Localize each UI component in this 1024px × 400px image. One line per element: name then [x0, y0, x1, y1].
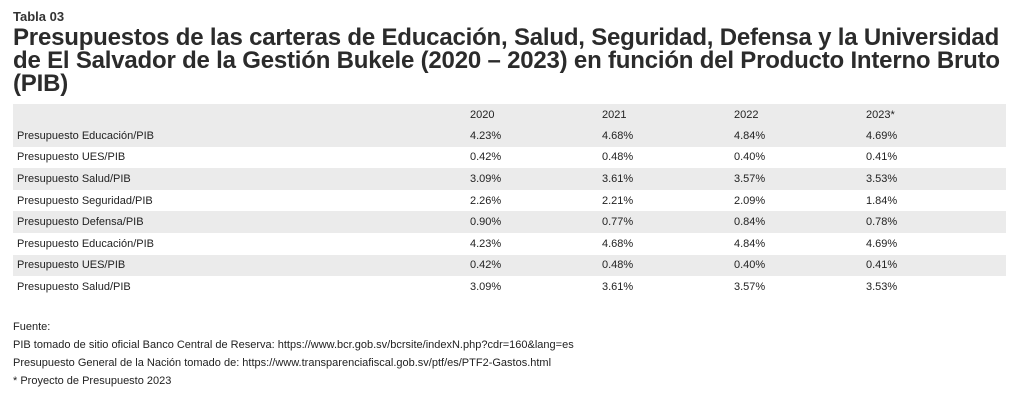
cell-value: 4.69% [862, 125, 1006, 147]
row-label: Presupuesto UES/PIB [13, 254, 466, 277]
header-row: 2020 2021 2022 2023* [13, 104, 1006, 125]
header-cell [13, 104, 466, 125]
footnote: * Proyecto de Presupuesto 2023 [13, 374, 172, 387]
header-cell: 2022 [730, 104, 862, 125]
cell-value: 4.84% [734, 237, 766, 250]
cell-value: 3.57% [734, 280, 766, 293]
table-title: Presupuestos de las carteras de Educació… [13, 24, 1000, 97]
source-notes: Fuente: PIB tomado de sitio oficial Banc… [13, 318, 1006, 390]
cell-value: 4.69% [866, 237, 898, 250]
row-label: Presupuesto UES/PIB [17, 151, 126, 164]
table-row: Presupuesto Salud/PIB 3.09% 3.61% 3.57% … [13, 168, 1006, 190]
cell-value: 2.26% [470, 194, 502, 207]
cell-value: 3.53% [862, 168, 1006, 190]
source-note: PIB tomado de sitio oficial Banco Centra… [13, 338, 574, 351]
cell-value: 0.78% [862, 211, 1006, 233]
cell-value: 0.42% [470, 151, 502, 164]
cell-value: 3.57% [730, 168, 862, 190]
cell-value: 4.68% [598, 125, 730, 147]
cell-value: 0.48% [602, 151, 634, 164]
cell-value: 4.84% [730, 125, 862, 147]
header-cell: 2023* [862, 104, 1006, 125]
cell-value: 3.61% [602, 280, 634, 293]
document: Tabla 03 Presupuestos de las carteras de… [13, 9, 1006, 390]
cell-value: 3.53% [866, 280, 898, 293]
cell-value: 3.09% [466, 168, 598, 190]
source-heading: Fuente: [13, 320, 51, 333]
row-label: Presupuesto Educación/PIB [13, 125, 466, 147]
cell-value: 4.23% [466, 125, 598, 147]
table-row: Presupuesto Defensa/PIB 0.90% 0.77% 0.84… [13, 211, 1006, 233]
table-row: Presupuesto UES/PIB 0.42% 0.48% 0.40% 0.… [13, 254, 1006, 277]
cell-value: 4.23% [470, 237, 502, 250]
cell-value: 0.40% [730, 254, 862, 277]
cell-value: 0.42% [466, 254, 598, 277]
cell-value: 2.09% [734, 194, 766, 207]
cell-value: 1.84% [866, 194, 898, 207]
table-row: Presupuesto Seguridad/PIB 2.26% 2.21% 2.… [13, 190, 1006, 212]
header-cell: 2021 [598, 104, 730, 125]
cell-value: 3.09% [470, 280, 502, 293]
cell-value: 0.90% [466, 211, 598, 233]
cell-value: 4.68% [602, 237, 634, 250]
cell-value: 0.41% [862, 254, 1006, 277]
row-label: Presupuesto Salud/PIB [13, 168, 466, 190]
header-cell: 2020 [466, 104, 598, 125]
table-row: Presupuesto Educación/PIB 4.23% 4.68% 4.… [13, 233, 1006, 255]
budget-table: 2020 2021 2022 2023* Presupuesto Educaci… [13, 104, 1006, 298]
source-note: Presupuesto General de la Nación tomado … [13, 356, 552, 369]
cell-value: 0.48% [598, 254, 730, 277]
row-label: Presupuesto Defensa/PIB [13, 211, 466, 233]
row-label: Presupuesto Salud/PIB [17, 280, 131, 293]
cell-value: 0.41% [866, 151, 898, 164]
cell-value: 2.21% [602, 194, 634, 207]
row-label: Presupuesto Educación/PIB [17, 237, 154, 250]
cell-value: 3.61% [598, 168, 730, 190]
table-row: Presupuesto UES/PIB 0.42% 0.48% 0.40% 0.… [13, 147, 1006, 169]
cell-value: 0.40% [734, 151, 766, 164]
cell-value: 0.77% [598, 211, 730, 233]
cell-value: 0.84% [730, 211, 862, 233]
table-row: Presupuesto Educación/PIB 4.23% 4.68% 4.… [13, 125, 1006, 147]
row-label: Presupuesto Seguridad/PIB [17, 194, 153, 207]
table-label: Tabla 03 [13, 9, 65, 24]
table-row: Presupuesto Salud/PIB 3.09% 3.61% 3.57% … [13, 276, 1006, 298]
